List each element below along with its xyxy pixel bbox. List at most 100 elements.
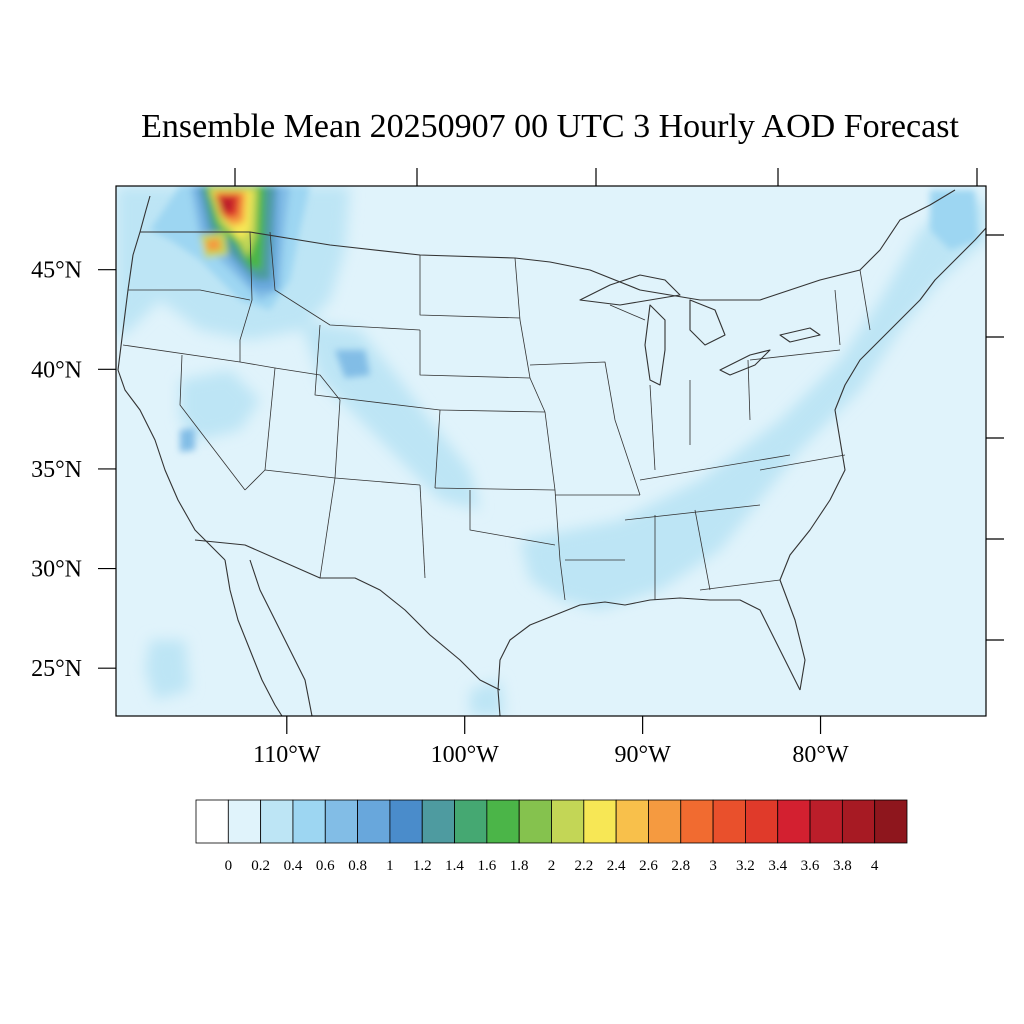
- state-line-nv-ut: [239, 361, 276, 491]
- coastline-gulf-of-mexico: [497, 597, 801, 716]
- colorbar-label: 2.8: [671, 858, 690, 874]
- aod-patch-nevada: [180, 428, 195, 452]
- colorbar-swatch: [518, 799, 552, 844]
- colorbar-swatch: [648, 799, 682, 844]
- lon-tick-label: 110°W: [253, 742, 321, 768]
- colorbar-label: 1.6: [477, 858, 496, 874]
- state-line-wa-or: [128, 289, 251, 301]
- colorbar-label: 3.8: [833, 858, 852, 874]
- state-line-ne-ks: [439, 409, 546, 413]
- state-line-id-west: [239, 231, 253, 362]
- state-line-mt-wy: [269, 231, 421, 331]
- colorbar-label: 0.8: [348, 858, 367, 874]
- state-line-il-in: [649, 384, 656, 471]
- state-line-va-nc: [759, 454, 846, 471]
- aod-region-great-basin: [180, 370, 260, 440]
- colorbar-label: 3.2: [736, 858, 755, 874]
- colorbar-swatch: [712, 799, 746, 844]
- state-line-ne-states: [859, 269, 871, 331]
- state-line-wi-mi: [609, 304, 646, 321]
- state-line-ks-ok: [434, 487, 556, 491]
- colorbar-swatch: [809, 799, 843, 844]
- colorbar: 0 0.2 0.4 0.6 0.8 1 1.2 1.4 1.6 1.8 2 2.2 2.4 2.6 2.8 3…: [195, 799, 908, 874]
- colorbar-swatch: [227, 799, 262, 844]
- state-line-nm-east: [419, 484, 426, 579]
- lat-tick-label: 40°N: [31, 357, 82, 383]
- state-line-tn-south: [624, 504, 761, 521]
- aod-patch-wyoming: [335, 350, 370, 378]
- aod-region-mexico: [470, 680, 505, 716]
- state-line-ok-tx: [469, 490, 556, 546]
- right-ticks: [986, 234, 1004, 641]
- colorbar-swatch: [195, 799, 229, 844]
- lon-tick-label: 90°W: [615, 742, 672, 768]
- colorbar-label: 2.6: [639, 858, 658, 874]
- lake-huron: [689, 299, 726, 346]
- colorbar-swatch: [745, 799, 779, 844]
- colorbar-label: 0.4: [284, 858, 303, 874]
- map-title: Ensemble Mean 20250907 00 UTC 3 Hourly A…: [141, 108, 959, 145]
- colorbar-swatch: [389, 799, 423, 844]
- lon-tick-label: 80°W: [792, 742, 849, 768]
- colorbar-swatch: [260, 799, 294, 844]
- colorbar-swatch: [841, 799, 876, 844]
- lake-erie: [719, 349, 771, 376]
- state-line-nd-sd: [419, 255, 521, 319]
- colorbar-label: 0.2: [251, 858, 270, 874]
- colorbar-label: 4: [871, 858, 879, 874]
- colorbar-label: 2: [548, 858, 556, 874]
- colorbar-swatch: [292, 799, 326, 844]
- coastline-pacific: [117, 195, 226, 561]
- colorbar-label: 1: [386, 858, 394, 874]
- colorbar-swatch: [680, 799, 714, 844]
- colorbar-swatch: [454, 799, 488, 844]
- state-line-or-ca-nv: [122, 344, 241, 363]
- lat-tick-label: 25°N: [31, 656, 82, 682]
- state-line-ny-vt: [834, 289, 841, 346]
- state-line-ga-fl: [699, 579, 781, 591]
- colorbar-swatch: [777, 799, 811, 844]
- colorbar-label: 3: [709, 858, 717, 874]
- colorbar-swatch: [615, 799, 649, 844]
- lat-tick-label: 30°N: [31, 557, 82, 583]
- lake-michigan: [644, 304, 666, 386]
- colorbar-label: 0: [225, 858, 233, 874]
- lat-tick-label: 35°N: [31, 457, 82, 483]
- aod-plume-core: [150, 186, 978, 452]
- state-line-co-east: [434, 409, 441, 489]
- colorbar-label: 1.2: [413, 858, 432, 874]
- state-line-ky-tn: [639, 454, 791, 481]
- top-ticks: [234, 168, 978, 186]
- aod-region-baja: [145, 640, 190, 700]
- colorbar-label: 1.8: [510, 858, 529, 874]
- colorbar-label: 1.4: [445, 858, 464, 874]
- coastline-baja: [224, 559, 283, 716]
- border-us-canada: [140, 189, 956, 301]
- colorbar-swatch: [874, 799, 908, 844]
- map-boundaries: [117, 189, 986, 716]
- colorbar-swatch: [486, 799, 520, 844]
- colorbar-swatch: [551, 799, 585, 844]
- state-line-ia-mo: [529, 361, 641, 496]
- colorbar-swatch: [324, 799, 358, 844]
- state-line-pa-ny: [749, 349, 841, 361]
- state-line-al-ga: [694, 509, 711, 591]
- state-line-ut-co: [274, 367, 341, 479]
- aod-field: [116, 186, 986, 716]
- aod-region-southeast-band: [520, 200, 986, 610]
- coastline-gulf-of-california: [249, 559, 313, 716]
- lake-ontario: [779, 327, 821, 343]
- colorbar-label: 2.2: [574, 858, 593, 874]
- state-line-oh-pa: [747, 359, 751, 421]
- map-frame: [115, 185, 987, 717]
- latitude-axis: 45°N 40°N 35°N 30°N 25°N: [31, 258, 116, 682]
- colorbar-label: 2.4: [607, 858, 626, 874]
- colorbar-label: 3.6: [801, 858, 820, 874]
- border-us-mexico: [194, 539, 501, 691]
- aod-hotspot-secondary-core: [206, 238, 221, 251]
- colorbar-swatch: [583, 799, 617, 844]
- lat-tick-label: 45°N: [31, 258, 82, 284]
- colorbar-label: 3.4: [768, 858, 787, 874]
- aod-core-3.8: [219, 198, 234, 212]
